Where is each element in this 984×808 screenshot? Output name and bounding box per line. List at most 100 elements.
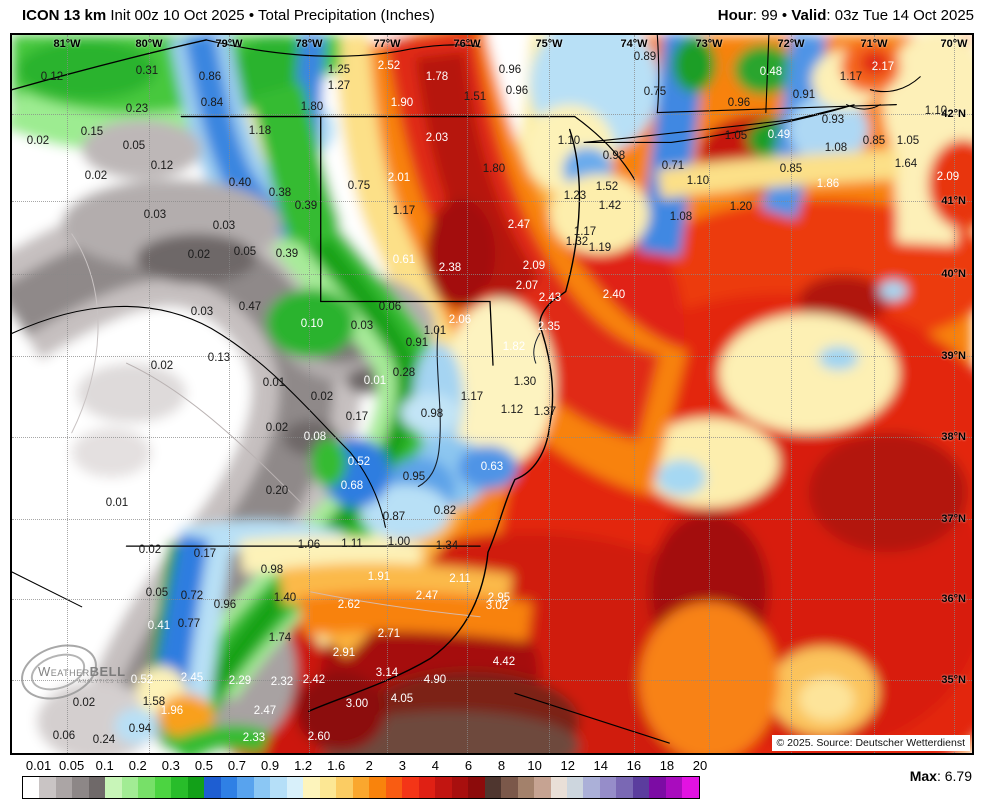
precip-value: 1.74 [268, 632, 292, 644]
legend-cell [665, 777, 683, 798]
precip-value: 1.05 [896, 135, 920, 147]
precip-value: 1.01 [423, 325, 447, 337]
precip-value: 0.68 [340, 480, 364, 492]
legend-cell [352, 777, 370, 798]
precip-value: 2.42 [302, 674, 326, 686]
longitude-gridline [467, 35, 468, 753]
boundary-lines [12, 35, 921, 744]
precip-value: 0.75 [347, 180, 371, 192]
precip-color-scale: 0.01 0.05 0.1 0.2 0.3 0.5 0.7 0.9 1.2 1.6 2 3 4 6 8 10 1… [22, 758, 707, 804]
legend-tick: 12 [560, 758, 575, 773]
precip-value: 0.47 [238, 301, 262, 313]
legend-cell [550, 777, 567, 798]
precip-value: 0.06 [52, 730, 76, 742]
precip-value: 2.06 [448, 314, 472, 326]
legend-tick: 18 [659, 758, 675, 773]
precip-value: 1.10 [557, 135, 581, 147]
legend-tick: 2 [365, 758, 373, 773]
legend-tick: 20 [692, 758, 708, 773]
precip-value: 0.31 [135, 65, 159, 77]
precip-value: 2.95 [487, 592, 511, 604]
precip-value: 2.17 [871, 61, 895, 73]
legend-tick: 3 [398, 758, 406, 773]
legend-cell [105, 777, 122, 798]
precip-value: 2.47 [253, 705, 277, 717]
precip-value: 0.98 [420, 408, 444, 420]
legend-cell [369, 777, 386, 798]
precip-value: 0.02 [84, 170, 108, 182]
longitude-gridline [549, 35, 550, 753]
precip-value: 0.05 [233, 246, 257, 258]
logo-brand-weather: Weather [38, 664, 90, 679]
latitude-gridline [12, 437, 972, 438]
product-name: Total Precipitation (Inches) [257, 7, 435, 24]
title-dot: • [248, 7, 255, 24]
precip-value: 0.23 [125, 103, 149, 115]
precip-value: 0.17 [193, 548, 217, 560]
latitude-gridline [12, 599, 972, 600]
legend-tick: 0.7 [227, 758, 247, 773]
legend-cell [55, 777, 73, 798]
latitude-gridline [12, 680, 972, 681]
precip-value: 2.91 [332, 647, 356, 659]
latitude-label: 37°N [941, 513, 966, 525]
latitude-label: 40°N [941, 268, 966, 280]
legend-cell [270, 777, 287, 798]
legend-cell [534, 777, 551, 798]
precip-value: 0.01 [363, 375, 387, 387]
precip-value: 1.08 [669, 211, 693, 223]
legend-cell [187, 777, 205, 798]
precip-value: 1.30 [513, 376, 537, 388]
precip-value: 1.86 [816, 178, 840, 190]
precip-value: 0.02 [72, 697, 96, 709]
precip-value: 0.20 [265, 485, 289, 497]
longitude-gridline [634, 35, 635, 753]
precip-value: 0.02 [265, 422, 289, 434]
longitude-label: 81°W [53, 38, 81, 50]
precip-value: 1.37 [533, 406, 557, 418]
precip-value: 0.24 [92, 734, 116, 746]
title-dot2: • [777, 7, 792, 24]
precip-value: 0.77 [177, 618, 201, 630]
legend-color-bar [22, 776, 700, 799]
precip-value: 0.94 [128, 723, 152, 735]
precip-value: 0.03 [143, 209, 167, 221]
legend-cell [72, 777, 89, 798]
precip-value: 0.17 [345, 411, 369, 423]
precip-value: 0.05 [122, 140, 146, 152]
precip-value: 0.96 [213, 599, 237, 611]
legend-tick: 1.2 [294, 758, 313, 773]
precip-value: 0.10 [300, 318, 324, 330]
legend-cell [204, 777, 221, 798]
precip-value: 0.63 [480, 461, 504, 473]
longitude-label: 79°W [215, 38, 243, 50]
precip-value: 2.62 [337, 599, 361, 611]
precip-value: 1.23 [563, 190, 587, 202]
precip-value: 0.01 [262, 377, 286, 389]
legend-tick: 0.5 [194, 758, 213, 773]
precip-value: 0.82 [433, 505, 457, 517]
latitude-gridline [12, 201, 972, 202]
legend-cell [23, 777, 40, 798]
precip-value: 0.75 [643, 86, 667, 98]
precip-value: 2.60 [307, 731, 331, 743]
longitude-gridline [229, 35, 230, 753]
precip-value: 4.42 [492, 656, 516, 668]
legend-cell [616, 777, 633, 798]
precip-value: 1.51 [463, 91, 487, 103]
longitude-label: 80°W [135, 38, 163, 50]
legend-tick: 10 [527, 758, 542, 773]
precip-value: 2.11 [449, 573, 471, 585]
legend-cell [253, 777, 271, 798]
precip-value: 4.05 [390, 693, 414, 705]
legend-cell [435, 777, 452, 798]
longitude-gridline [874, 35, 875, 753]
legend-cell [88, 777, 106, 798]
precip-value: 4.90 [423, 674, 447, 686]
precip-value: 2.29 [228, 675, 252, 687]
precip-value: 1.17 [460, 391, 484, 403]
latitude-gridline [12, 274, 972, 275]
precip-value: 1.20 [729, 201, 753, 213]
precip-value: 1.64 [894, 158, 918, 170]
precip-value: 1.05 [724, 130, 748, 142]
